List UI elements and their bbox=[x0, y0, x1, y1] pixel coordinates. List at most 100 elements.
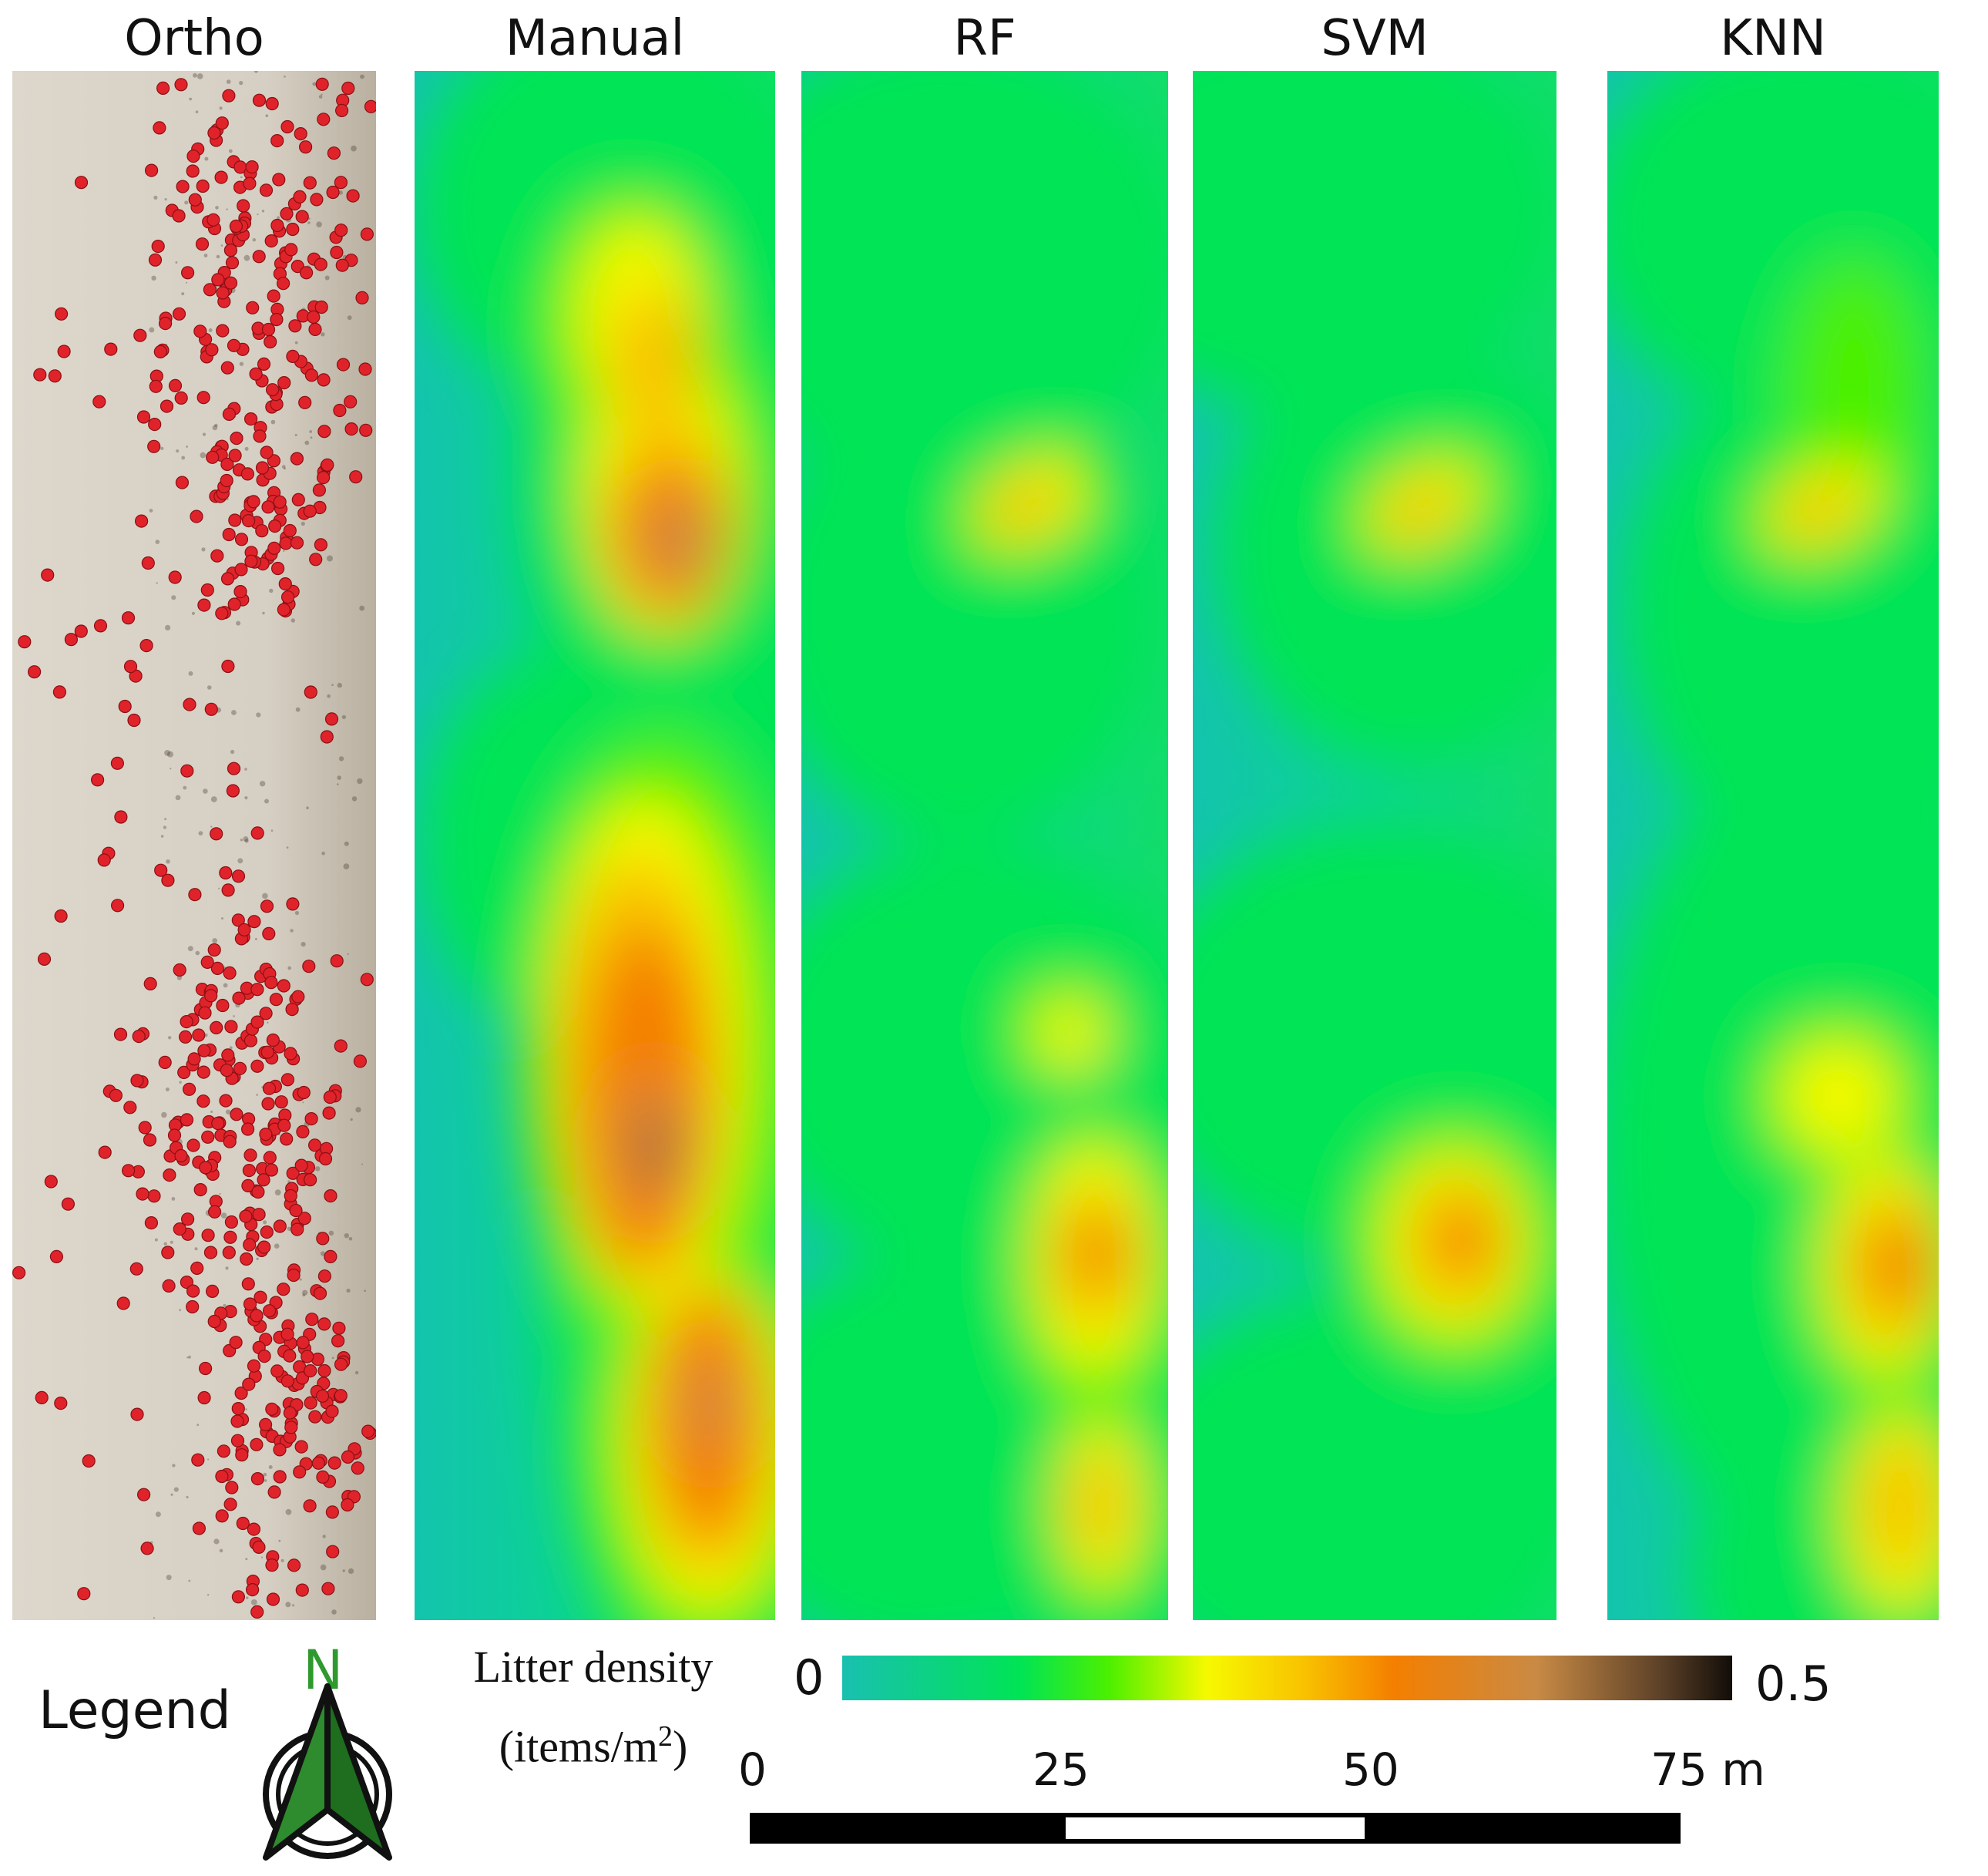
litter-point bbox=[289, 1203, 303, 1218]
litter-point bbox=[220, 1064, 233, 1078]
litter-point bbox=[143, 1133, 157, 1147]
scale-segment-1 bbox=[750, 1813, 1061, 1844]
litter-point bbox=[271, 561, 285, 576]
litter-point bbox=[273, 495, 287, 509]
litter-point bbox=[250, 1015, 264, 1029]
ortho-map bbox=[12, 71, 376, 1620]
litter-point bbox=[330, 245, 344, 260]
litter-point bbox=[216, 324, 230, 338]
litter-point bbox=[215, 607, 229, 620]
litter-point bbox=[277, 979, 290, 993]
litter-point bbox=[353, 1054, 367, 1068]
litter-point bbox=[240, 467, 254, 481]
litter-point bbox=[334, 1389, 348, 1403]
litter-point bbox=[316, 1470, 330, 1484]
litter-point bbox=[203, 1246, 218, 1259]
litter-point bbox=[210, 961, 224, 976]
litter-point bbox=[111, 899, 125, 913]
litter-point bbox=[113, 1027, 128, 1041]
litter-point bbox=[294, 1440, 308, 1454]
ortho-image-panel bbox=[12, 71, 376, 1620]
litter-point bbox=[252, 93, 267, 107]
litter-point bbox=[97, 853, 111, 867]
litter-point bbox=[168, 378, 183, 392]
litter-point bbox=[227, 761, 241, 775]
litter-point bbox=[223, 1498, 237, 1511]
litter-point bbox=[252, 250, 266, 264]
litter-point bbox=[252, 1208, 266, 1222]
litter-point bbox=[266, 383, 280, 397]
litter-point bbox=[174, 78, 188, 92]
litter-point bbox=[90, 773, 105, 787]
litter-point bbox=[186, 1299, 200, 1314]
manual-density-map bbox=[415, 71, 775, 1620]
litter-point bbox=[250, 1059, 264, 1073]
litter-point bbox=[54, 909, 68, 923]
litter-point bbox=[334, 176, 348, 190]
litter-point bbox=[148, 418, 162, 432]
scale-label-75: 75 m bbox=[1651, 1743, 1765, 1796]
litter-point bbox=[303, 176, 317, 190]
litter-point bbox=[346, 189, 360, 203]
litter-point bbox=[244, 554, 258, 568]
litter-point bbox=[147, 439, 161, 453]
litter-point bbox=[210, 1020, 223, 1035]
litter-point bbox=[206, 1284, 220, 1299]
litter-point bbox=[279, 536, 293, 550]
litter-point bbox=[335, 103, 349, 118]
litter-point bbox=[177, 1065, 191, 1080]
litter-point bbox=[267, 289, 280, 303]
litter-point bbox=[250, 1471, 264, 1486]
litter-point bbox=[265, 1558, 279, 1572]
litter-point bbox=[314, 538, 327, 552]
litter-point bbox=[270, 313, 284, 327]
litter-point bbox=[130, 1407, 144, 1421]
litter-point bbox=[207, 213, 220, 227]
litter-point bbox=[262, 926, 276, 941]
litter-point bbox=[302, 960, 316, 973]
litter-point bbox=[327, 146, 341, 160]
litter-point bbox=[154, 863, 168, 877]
litter-point bbox=[284, 1188, 297, 1203]
litter-point bbox=[196, 1065, 210, 1079]
litter-point bbox=[221, 1048, 235, 1062]
litter-point bbox=[334, 1357, 348, 1371]
litter-point bbox=[317, 1363, 331, 1378]
scale-segment-3 bbox=[1369, 1813, 1681, 1844]
litter-point bbox=[197, 598, 211, 612]
litter-point bbox=[61, 1197, 76, 1211]
litter-point bbox=[316, 1232, 330, 1246]
litter-point bbox=[261, 1097, 275, 1111]
litter-point bbox=[324, 712, 339, 726]
litter-point bbox=[235, 1448, 249, 1462]
litter-point bbox=[52, 685, 67, 699]
knn-density-map bbox=[1607, 71, 1939, 1620]
litter-point bbox=[149, 379, 163, 393]
litter-point bbox=[237, 199, 250, 213]
litter-point bbox=[251, 1185, 265, 1199]
litter-point bbox=[245, 160, 259, 174]
litter-point bbox=[48, 369, 62, 383]
litter-point bbox=[260, 445, 274, 459]
litter-point bbox=[327, 1456, 341, 1470]
litter-point bbox=[284, 243, 298, 257]
scale-label-50: 50 bbox=[1342, 1743, 1399, 1796]
litter-point bbox=[41, 568, 55, 582]
litter-point bbox=[242, 1163, 256, 1178]
litter-point bbox=[57, 345, 71, 358]
litter-point bbox=[211, 273, 225, 287]
litter-point bbox=[291, 493, 305, 507]
litter-point bbox=[277, 376, 291, 390]
litter-point bbox=[215, 1509, 229, 1523]
litter-point bbox=[300, 266, 314, 280]
litter-point bbox=[243, 1148, 257, 1162]
litter-point bbox=[259, 1417, 273, 1432]
litter-point bbox=[204, 989, 218, 1003]
litter-point bbox=[264, 234, 278, 248]
litter-point bbox=[241, 1277, 255, 1291]
colorbar bbox=[842, 1656, 1732, 1700]
litter-point bbox=[116, 1296, 130, 1310]
litter-point bbox=[180, 1014, 193, 1029]
litter-point bbox=[277, 277, 290, 291]
litter-point bbox=[304, 1396, 317, 1410]
